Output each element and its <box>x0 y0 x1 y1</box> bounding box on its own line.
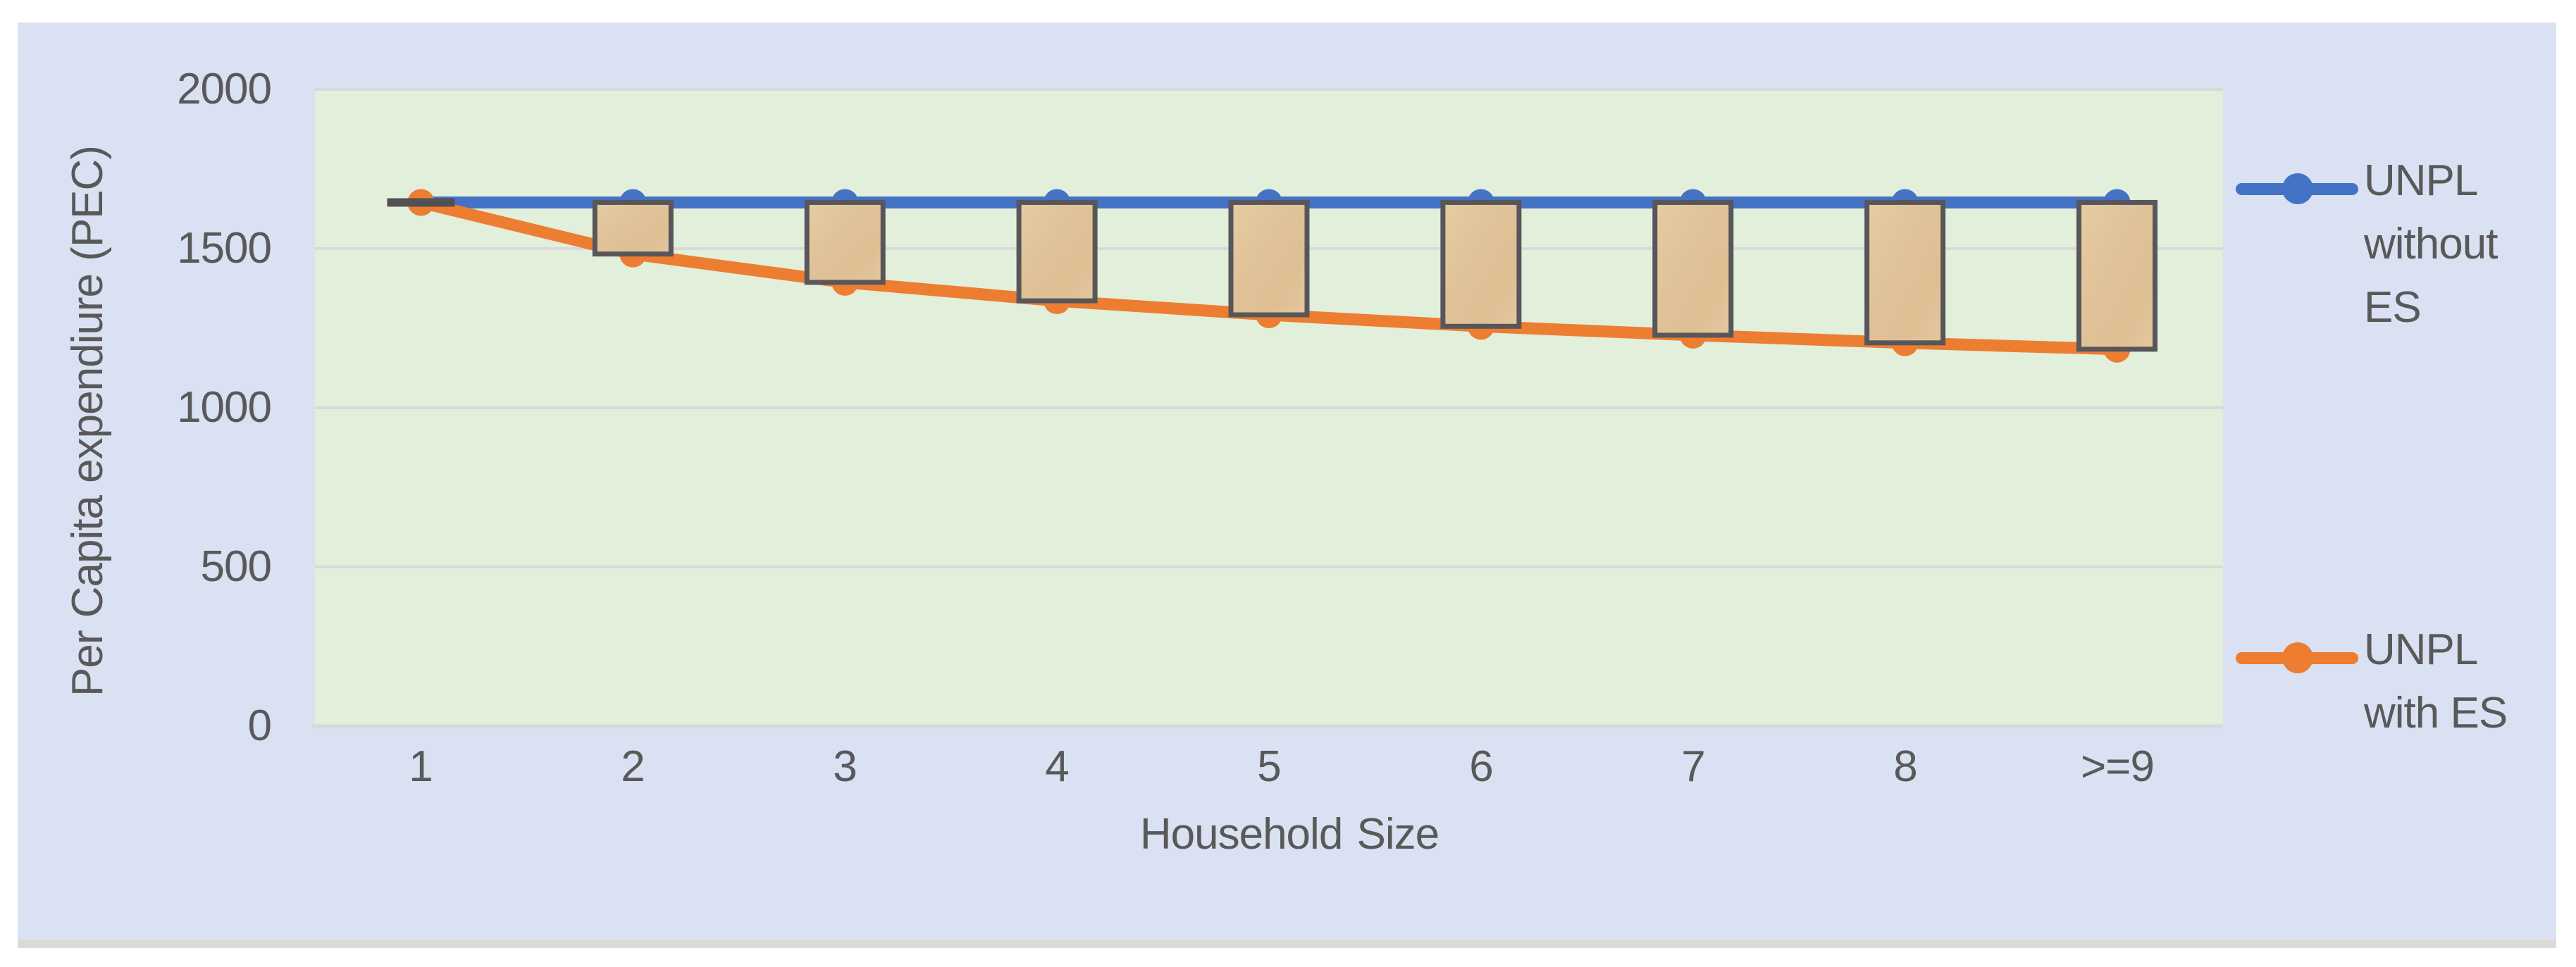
updown-bar <box>1652 199 1734 338</box>
x-tick-4: 4 <box>1045 742 1069 791</box>
updown-bar <box>804 199 886 285</box>
y-tick-2000: 2000 <box>177 65 272 113</box>
x-tick-8: 8 <box>1893 742 1917 791</box>
x-tick-ge9: >=9 <box>2081 742 2155 791</box>
legend-label-line: UNPL <box>2364 625 2478 674</box>
legend-label-line: with ES <box>2364 689 2508 737</box>
x-tick-7: 7 <box>1681 742 1705 791</box>
updown-bar <box>1228 199 1310 318</box>
updown-bar <box>1864 199 1946 346</box>
y-tick-1500: 1500 <box>177 224 272 273</box>
y-tick-1000: 1000 <box>177 383 272 432</box>
legend-label: UNPL without ES <box>2364 149 2561 339</box>
x-tick-5: 5 <box>1257 742 1281 791</box>
legend-label-line: ES <box>2364 283 2422 332</box>
x-tick-1: 1 <box>409 742 433 791</box>
updown-bar <box>592 199 674 257</box>
chart-bottom-shadow <box>18 940 2556 948</box>
x-tick-2: 2 <box>621 742 645 791</box>
legend-marker-blue-icon <box>2282 173 2313 204</box>
legend-label-line: UNPL <box>2364 156 2478 205</box>
x-axis-title: Household Size <box>1139 810 1439 859</box>
y-tick-0: 0 <box>247 701 272 750</box>
legend-marker-orange-icon <box>2282 642 2313 673</box>
legend-label: UNPL with ES <box>2364 618 2561 745</box>
updown-bar <box>2076 199 2158 352</box>
y-tick-500: 500 <box>200 542 272 591</box>
legend-label-line: without <box>2364 220 2498 268</box>
x-tick-3: 3 <box>833 742 857 791</box>
y-axis-title: Per Capita expendiure (PEC) <box>63 146 112 697</box>
updown-bar <box>1016 199 1098 304</box>
x-tick-6: 6 <box>1469 742 1493 791</box>
updown-bar-zero-dash <box>387 198 455 207</box>
updown-bar <box>1440 199 1522 329</box>
